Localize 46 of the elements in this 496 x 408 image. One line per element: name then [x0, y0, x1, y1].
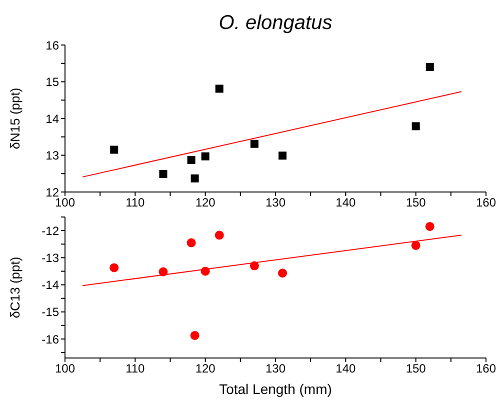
x-tick-label: 150	[406, 362, 426, 376]
y-tick-label: -16	[42, 332, 60, 346]
point	[158, 267, 168, 276]
point	[201, 152, 210, 160]
x-tick-label: 160	[476, 362, 496, 376]
x-tick-label: 120	[195, 196, 216, 210]
y-tick-label: 15	[46, 75, 60, 90]
y-tick-label: -15	[42, 305, 60, 320]
x-tick-label: 150	[406, 196, 426, 210]
x-tick-label: 130	[265, 196, 286, 210]
point	[215, 84, 224, 93]
y-tick-label: 13	[46, 148, 60, 163]
point	[278, 268, 288, 278]
point	[159, 170, 168, 178]
point	[187, 156, 196, 164]
point	[412, 122, 420, 130]
x-tick-label: 120	[195, 362, 216, 376]
point	[250, 140, 258, 148]
y-tick-label: -12	[42, 224, 60, 238]
point	[190, 174, 199, 182]
point	[186, 238, 196, 248]
y-tick-label: -14	[42, 278, 60, 292]
point	[250, 261, 259, 270]
y-tick-label: 16	[46, 38, 60, 52]
chart-title: O. elongatus	[218, 11, 334, 36]
x-tick-label: 140	[336, 362, 356, 376]
x-tick-label: 110	[126, 362, 146, 376]
point	[190, 330, 200, 340]
x-tick-label: 130	[265, 362, 286, 376]
x-tick-label: 110	[126, 196, 146, 210]
x-tick-label: 160	[476, 196, 496, 210]
point	[200, 266, 210, 276]
point	[425, 222, 434, 231]
point	[110, 146, 118, 154]
point	[411, 240, 420, 250]
y-axis-title: δN15 (ppt)	[8, 88, 23, 150]
x-axis-title: Total Length (mm)	[219, 381, 332, 397]
x-tick-label: 140	[336, 196, 356, 210]
y-tick-label: -13	[42, 250, 60, 265]
y-tick-label: 14	[46, 112, 60, 126]
y-axis-title: δC13 (ppt)	[8, 256, 23, 318]
point	[278, 152, 287, 160]
point	[214, 230, 224, 240]
point	[110, 263, 119, 272]
x-tick-label: 100	[54, 362, 76, 376]
point	[426, 63, 434, 72]
